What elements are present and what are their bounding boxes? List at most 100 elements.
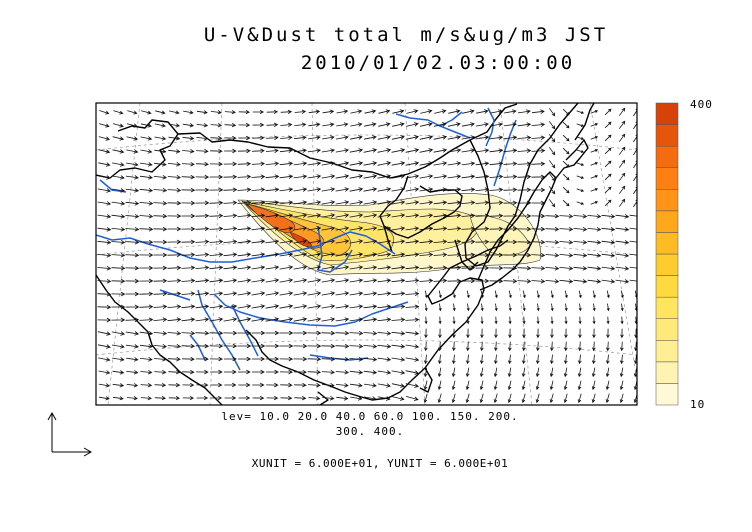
wind-vector-arrow bbox=[153, 175, 168, 180]
wind-vector-arrow bbox=[279, 356, 294, 362]
wind-vector-arrow bbox=[465, 367, 470, 378]
wind-vector-arrow bbox=[604, 160, 612, 168]
wind-vector-arrow bbox=[140, 149, 153, 154]
wind-vector-arrow bbox=[97, 291, 112, 297]
wind-vector-arrow bbox=[391, 344, 406, 349]
wind-vector-arrow bbox=[591, 393, 596, 404]
wind-vector-arrow bbox=[181, 174, 196, 180]
wind-vector-arrow bbox=[535, 367, 540, 378]
wind-vector-arrow bbox=[237, 252, 252, 257]
wind-vector-arrow bbox=[111, 214, 126, 219]
wind-vector-arrow bbox=[391, 370, 406, 375]
wind-vector-arrow bbox=[280, 109, 293, 114]
wind-vector-arrow bbox=[531, 200, 546, 206]
wind-vector-arrow bbox=[562, 134, 570, 142]
wind-vector-arrow bbox=[167, 317, 182, 322]
wind-vector-arrow bbox=[419, 278, 434, 284]
wind-vector-arrow bbox=[139, 265, 154, 271]
wind-vector-arrow bbox=[335, 226, 350, 231]
colorbar-swatch bbox=[655, 102, 679, 125]
wind-vector-arrow bbox=[308, 395, 321, 401]
wind-vector-arrow bbox=[111, 291, 126, 297]
wind-vector-arrow bbox=[223, 174, 238, 180]
wind-vector-arrow bbox=[112, 162, 125, 167]
wind-vector-arrow bbox=[139, 344, 153, 349]
wind-vector-arrow bbox=[140, 162, 153, 167]
wind-vector-arrow bbox=[209, 174, 224, 180]
wind-vector-arrow bbox=[97, 240, 112, 245]
wind-vector-arrow bbox=[209, 252, 224, 257]
wind-vector-arrow bbox=[127, 110, 138, 115]
wind-vector-arrow bbox=[517, 278, 532, 284]
wind-vector-arrow bbox=[438, 316, 442, 325]
wind-vector-arrow bbox=[182, 136, 195, 141]
wind-vector-arrow bbox=[153, 317, 168, 322]
wind-vector-arrow bbox=[279, 330, 294, 336]
wind-vector-arrow bbox=[209, 343, 224, 349]
wind-vector-arrow bbox=[112, 123, 124, 128]
wind-vector-arrow bbox=[536, 316, 540, 325]
wind-vector-arrow bbox=[531, 187, 546, 193]
wind-vector-arrow bbox=[618, 185, 626, 194]
wind-vector-arrow bbox=[294, 382, 307, 388]
wind-vector-arrow bbox=[293, 304, 308, 309]
wind-vector-arrow bbox=[168, 149, 181, 154]
wind-vector-arrow bbox=[424, 341, 428, 352]
wind-vector-arrow bbox=[564, 316, 568, 325]
wind-vector-arrow bbox=[252, 122, 265, 128]
wind-vector-arrow bbox=[377, 252, 392, 257]
wind-vector-arrow bbox=[563, 380, 568, 391]
wind-vector-arrow bbox=[224, 135, 237, 141]
wind-vector-arrow bbox=[251, 265, 266, 270]
wind-vector-arrow bbox=[618, 172, 626, 181]
wind-vector-arrow bbox=[321, 317, 336, 322]
wind-vector-arrow bbox=[503, 200, 518, 206]
wind-vector-arrow bbox=[153, 226, 168, 232]
wind-vector-arrow bbox=[587, 253, 602, 258]
wind-vector-arrow bbox=[251, 330, 266, 336]
wind-vector-arrow bbox=[559, 279, 574, 284]
wind-vector-arrow bbox=[307, 265, 322, 270]
wind-vector-arrow bbox=[437, 367, 442, 378]
wind-vector-arrow bbox=[615, 214, 630, 219]
wind-vector-arrow bbox=[251, 200, 266, 205]
wind-vector-arrow bbox=[391, 317, 406, 323]
wind-vector-arrow bbox=[223, 265, 238, 270]
wind-vector-arrow bbox=[451, 393, 456, 404]
wind-vector-arrow bbox=[153, 278, 168, 284]
wind-vector-arrow bbox=[265, 317, 280, 322]
wind-vector-arrow bbox=[438, 290, 442, 299]
wind-vector-arrow bbox=[619, 393, 624, 404]
wind-vector-arrow bbox=[531, 252, 546, 258]
wind-vector-arrow bbox=[480, 328, 484, 339]
wind-vector-arrow bbox=[112, 149, 125, 154]
wind-vector-arrow bbox=[451, 367, 456, 378]
wind-vector-arrow bbox=[237, 187, 252, 193]
wind-vector-arrow bbox=[522, 316, 526, 325]
wind-vector-arrow bbox=[489, 161, 504, 166]
wind-vector-arrow bbox=[125, 252, 140, 258]
wind-vector-arrow bbox=[265, 213, 280, 218]
wind-vector-arrow bbox=[266, 369, 279, 375]
wind-vector-arrow bbox=[321, 343, 336, 349]
wind-vector-arrow bbox=[98, 149, 111, 154]
wind-vector-arrow bbox=[181, 291, 196, 296]
wind-vector-arrow bbox=[618, 107, 626, 116]
wind-vector-arrow bbox=[307, 252, 322, 257]
wind-vector-arrow bbox=[111, 304, 126, 310]
wind-vector-arrow bbox=[549, 393, 554, 404]
wind-vector-arrow bbox=[618, 198, 626, 207]
wind-vector-arrow bbox=[377, 174, 392, 179]
wind-vector-arrow bbox=[195, 304, 210, 309]
wind-vector-arrow bbox=[293, 213, 308, 218]
wind-vector-arrow bbox=[391, 252, 406, 257]
wind-vector-arrow bbox=[209, 330, 224, 336]
wind-vector-arrow bbox=[335, 187, 350, 192]
wind-vector-arrow bbox=[489, 187, 504, 193]
wind-vector-arrow bbox=[531, 213, 546, 219]
wind-vector-arrow bbox=[475, 148, 490, 153]
wind-vector-arrow bbox=[433, 226, 448, 231]
wind-vector-arrow bbox=[182, 382, 195, 388]
wind-vector-arrow bbox=[562, 121, 570, 129]
wind-vector-arrow bbox=[111, 188, 126, 193]
